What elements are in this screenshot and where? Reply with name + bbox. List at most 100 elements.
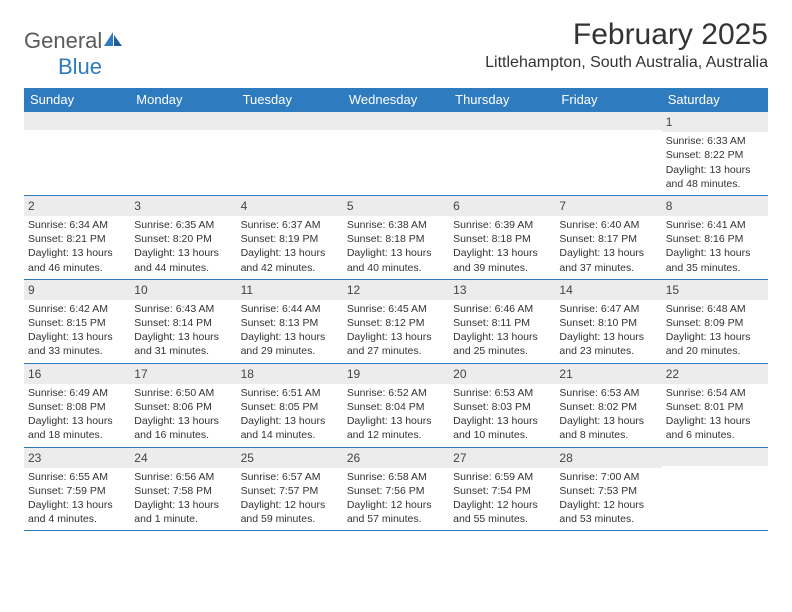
cell-line: Sunset: 8:20 PM [134, 232, 232, 246]
calendar-week: 2Sunrise: 6:34 AMSunset: 8:21 PMDaylight… [24, 195, 768, 279]
cell-line: Sunset: 8:12 PM [347, 316, 445, 330]
day-number [237, 112, 343, 130]
calendar-cell: 24Sunrise: 6:56 AMSunset: 7:58 PMDayligh… [130, 448, 236, 531]
day-number: 10 [130, 280, 236, 300]
cell-line: Sunrise: 6:55 AM [28, 470, 126, 484]
weekday-header: Tuesday [237, 88, 343, 112]
cell-line: Sunset: 8:21 PM [28, 232, 126, 246]
cell-line: Sunrise: 6:43 AM [134, 302, 232, 316]
calendar-cell: 10 Sunrise: 6:43 AMSunset: 8:14 PMDayligh… [130, 280, 236, 363]
cell-line: Sunrise: 6:49 AM [28, 386, 126, 400]
calendar-cell: 25Sunrise: 6:57 AMSunset: 7:57 PMDayligh… [237, 448, 343, 531]
calendar-cell: 11Sunrise: 6:44 AMSunset: 8:13 PMDayligh… [237, 280, 343, 363]
day-number: 25 [237, 448, 343, 468]
cell-line: Sunrise: 6:53 AM [559, 386, 657, 400]
day-number: 18 [237, 364, 343, 384]
calendar-cell: 23Sunrise: 6:55 AMSunset: 7:59 PMDayligh… [24, 448, 130, 531]
cell-line: Sunrise: 6:51 AM [241, 386, 339, 400]
cell-line: Sunset: 8:17 PM [559, 232, 657, 246]
cell-line: Sunrise: 6:48 AM [666, 302, 764, 316]
cell-line: Sunrise: 6:38 AM [347, 218, 445, 232]
cell-line: Sunset: 8:22 PM [666, 148, 764, 162]
cell-line: Sunrise: 6:40 AM [559, 218, 657, 232]
calendar-cell: 21Sunrise: 6:53 AMSunset: 8:02 PMDayligh… [555, 364, 661, 447]
day-number: 7 [555, 196, 661, 216]
cell-line: Daylight: 13 hours and 14 minutes. [241, 414, 339, 442]
day-number: 16 [24, 364, 130, 384]
day-number: 9 [24, 280, 130, 300]
weekday-header: Saturday [662, 88, 768, 112]
cell-line: Sunset: 8:01 PM [666, 400, 764, 414]
logo: General [24, 18, 124, 54]
calendar-cell: 16Sunrise: 6:49 AMSunset: 8:08 PMDayligh… [24, 364, 130, 447]
day-number: 28 [555, 448, 661, 468]
cell-line: Daylight: 12 hours and 57 minutes. [347, 498, 445, 526]
cell-line: Sunrise: 6:58 AM [347, 470, 445, 484]
cell-line: Sunrise: 6:33 AM [666, 134, 764, 148]
calendar-cell: 19Sunrise: 6:52 AMSunset: 8:04 PMDayligh… [343, 364, 449, 447]
day-number: 4 [237, 196, 343, 216]
cell-line: Daylight: 13 hours and 35 minutes. [666, 246, 764, 274]
day-number: 13 [449, 280, 555, 300]
calendar-cell [662, 448, 768, 531]
cell-line: Daylight: 13 hours and 42 minutes. [241, 246, 339, 274]
day-number [24, 112, 130, 130]
day-number: 19 [343, 364, 449, 384]
cell-line: Daylight: 13 hours and 18 minutes. [28, 414, 126, 442]
calendar-cell: 4 Sunrise: 6:37 AMSunset: 8:19 PMDaylight… [237, 196, 343, 279]
calendar-page: General February 2025 Littlehampton, Sou… [0, 0, 792, 543]
cell-line: Sunset: 8:18 PM [347, 232, 445, 246]
day-number: 6 [449, 196, 555, 216]
cell-line: Daylight: 13 hours and 10 minutes. [453, 414, 551, 442]
day-number: 5 [343, 196, 449, 216]
day-number [449, 112, 555, 130]
cell-line: Sunrise: 6:53 AM [453, 386, 551, 400]
weekday-header: Sunday [24, 88, 130, 112]
cell-line: Daylight: 13 hours and 27 minutes. [347, 330, 445, 358]
cell-line: Daylight: 13 hours and 31 minutes. [134, 330, 232, 358]
cell-line: Sunrise: 6:52 AM [347, 386, 445, 400]
cell-line: Daylight: 12 hours and 59 minutes. [241, 498, 339, 526]
calendar-cell: 1 Sunrise: 6:33 AMSunset: 8:22 PMDaylight… [662, 112, 768, 195]
cell-line: Sunset: 8:19 PM [241, 232, 339, 246]
calendar-cell [449, 112, 555, 195]
day-number: 2 [24, 196, 130, 216]
cell-line: Sunrise: 6:46 AM [453, 302, 551, 316]
cell-line: Sunrise: 6:56 AM [134, 470, 232, 484]
day-number [555, 112, 661, 130]
cell-line: Sunset: 8:14 PM [134, 316, 232, 330]
logo-sail-icon [104, 28, 124, 54]
cell-line: Daylight: 13 hours and 1 minute. [134, 498, 232, 526]
cell-line: Daylight: 13 hours and 37 minutes. [559, 246, 657, 274]
cell-line: Sunrise: 6:35 AM [134, 218, 232, 232]
weekday-header: Thursday [449, 88, 555, 112]
calendar-cell: 27Sunrise: 6:59 AMSunset: 7:54 PMDayligh… [449, 448, 555, 531]
cell-line: Sunset: 7:53 PM [559, 484, 657, 498]
calendar: Sunday Monday Tuesday Wednesday Thursday… [24, 88, 768, 531]
cell-line: Sunset: 8:13 PM [241, 316, 339, 330]
cell-line: Sunset: 8:11 PM [453, 316, 551, 330]
cell-line: Sunrise: 6:57 AM [241, 470, 339, 484]
cell-line: Daylight: 13 hours and 48 minutes. [666, 163, 764, 191]
calendar-cell: 12Sunrise: 6:45 AMSunset: 8:12 PMDayligh… [343, 280, 449, 363]
day-number: 1 [662, 112, 768, 132]
cell-line: Sunrise: 6:45 AM [347, 302, 445, 316]
cell-line: Sunrise: 6:37 AM [241, 218, 339, 232]
cell-line: Sunset: 8:16 PM [666, 232, 764, 246]
calendar-cell: 18Sunrise: 6:51 AMSunset: 8:05 PMDayligh… [237, 364, 343, 447]
cell-line: Daylight: 13 hours and 6 minutes. [666, 414, 764, 442]
cell-line: Sunset: 7:56 PM [347, 484, 445, 498]
cell-line: Sunrise: 6:44 AM [241, 302, 339, 316]
day-number: 14 [555, 280, 661, 300]
cell-line: Sunset: 8:06 PM [134, 400, 232, 414]
cell-line: Sunrise: 7:00 AM [559, 470, 657, 484]
calendar-cell: 22Sunrise: 6:54 AMSunset: 8:01 PMDayligh… [662, 364, 768, 447]
calendar-cell: 15Sunrise: 6:48 AMSunset: 8:09 PMDayligh… [662, 280, 768, 363]
cell-line: Daylight: 13 hours and 12 minutes. [347, 414, 445, 442]
calendar-cell [237, 112, 343, 195]
calendar-cell [24, 112, 130, 195]
calendar-cell: 9Sunrise: 6:42 AMSunset: 8:15 PMDaylight… [24, 280, 130, 363]
day-number: 24 [130, 448, 236, 468]
day-number [130, 112, 236, 130]
cell-line: Sunrise: 6:59 AM [453, 470, 551, 484]
